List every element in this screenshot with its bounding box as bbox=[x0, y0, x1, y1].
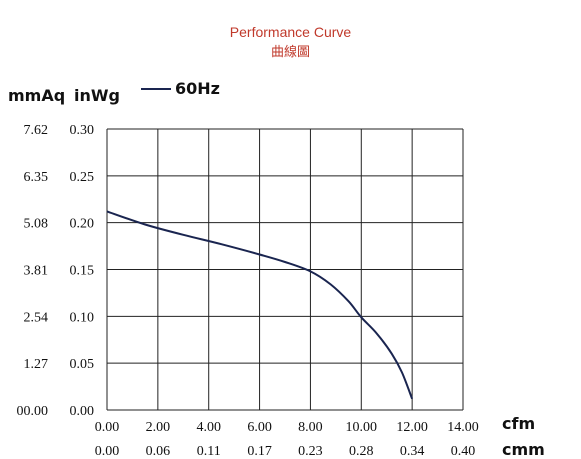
x-unit-cfm: cfm bbox=[502, 414, 536, 433]
x-tick-label-cmm: 0.00 bbox=[95, 444, 120, 458]
x-tick-label-cfm: 12.00 bbox=[396, 420, 428, 435]
x-tick-label-cmm: 0.06 bbox=[146, 444, 171, 458]
y-unit-mmaq: mmAq bbox=[8, 86, 66, 105]
x-unit-cmm: cmm bbox=[502, 440, 545, 459]
legend: 60Hz bbox=[141, 79, 220, 98]
x-tick-label-cfm: 2.00 bbox=[146, 420, 171, 435]
x-tick-label-cmm: 0.17 bbox=[247, 444, 272, 458]
y-tick-label-inwg: 0.25 bbox=[70, 170, 95, 185]
x-tick-label-cmm: 0.23 bbox=[298, 444, 323, 458]
chart-subtitle: 曲線圖 bbox=[270, 45, 310, 60]
x-tick-label-cfm: 14.00 bbox=[447, 420, 479, 435]
y-tick-label-inwg: 0.05 bbox=[70, 357, 95, 372]
y-tick-label-inwg: 0.10 bbox=[70, 310, 95, 325]
series-line-60hz bbox=[106, 210, 414, 400]
legend-label: 60Hz bbox=[175, 79, 220, 98]
x-tick-label-cmm: 0.34 bbox=[400, 444, 425, 458]
x-tick-label-cmm: 0.28 bbox=[349, 444, 374, 458]
x-tick-label-cfm: 10.00 bbox=[346, 420, 378, 435]
y-tick-label-inwg: 0.00 bbox=[70, 404, 95, 419]
y-unit-inwg: inWg bbox=[74, 86, 120, 105]
y-tick-label-mmaq: 7.62 bbox=[24, 123, 49, 138]
chart-title: Performance Curve bbox=[229, 24, 352, 40]
y-tick-label-mmaq: 2.54 bbox=[24, 310, 49, 325]
x-tick-label-cfm: 8.00 bbox=[298, 420, 323, 435]
y-tick-label-mmaq: 1.27 bbox=[24, 357, 49, 372]
legend-swatch bbox=[141, 87, 171, 90]
x-tick-label-cfm: 4.00 bbox=[196, 420, 221, 435]
y-tick-label-mmaq: 5.08 bbox=[24, 217, 49, 232]
x-tick-label-cfm: 6.00 bbox=[247, 420, 272, 435]
y-tick-label-inwg: 0.30 bbox=[70, 123, 95, 138]
y-tick-label-mmaq: 3.81 bbox=[24, 264, 49, 279]
y-tick-label-inwg: 0.20 bbox=[70, 217, 95, 232]
y-tick-label-inwg: 0.15 bbox=[70, 264, 95, 279]
y-tick-label-mmaq: 6.35 bbox=[24, 170, 49, 185]
x-tick-label-cfm: 0.00 bbox=[95, 420, 120, 435]
y-tick-label-mmaq: 00.00 bbox=[17, 404, 49, 419]
x-tick-label-cmm: 0.40 bbox=[451, 444, 476, 458]
x-tick-label-cmm: 0.11 bbox=[197, 444, 221, 458]
